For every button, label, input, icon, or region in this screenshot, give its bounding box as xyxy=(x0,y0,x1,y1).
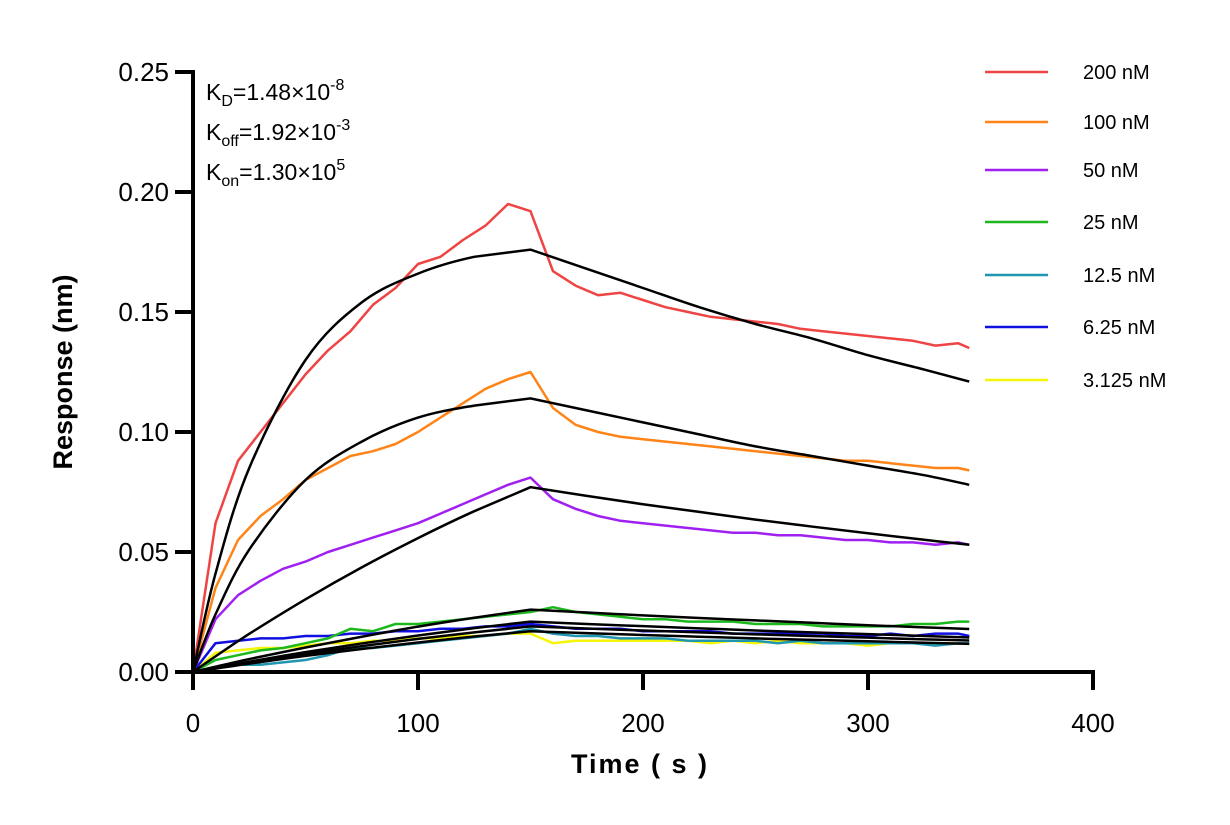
axes: 0.00 0.05 0.10 0.15 0.20 0.25 0 100 200 300 400 xyxy=(118,57,1114,738)
legend-item: 100 nM xyxy=(985,112,1150,134)
y-tick-label: 0.20 xyxy=(118,177,169,207)
y-axis-title: Response (nm) xyxy=(48,274,78,469)
fit-curve-1 xyxy=(191,248,970,673)
y-tick-label: 0.15 xyxy=(118,297,169,327)
fit-curve-3 xyxy=(192,485,970,674)
legend-item: 25 nM xyxy=(985,212,1139,234)
x-tick-label: 300 xyxy=(846,708,889,738)
fit-curve-4 xyxy=(192,608,970,674)
x-axis-title: Time ( s ) xyxy=(571,749,709,779)
series-line-12-5-nM xyxy=(192,627,970,674)
legend-label: 100 nM xyxy=(1083,112,1150,134)
kd-annotation: KD=1.48×10-8 xyxy=(206,77,344,110)
legend-item: 3.125 nM xyxy=(985,370,1166,392)
series-line-50-nM xyxy=(191,476,970,673)
kon-annotation: Kon=1.30×105 xyxy=(206,157,345,190)
legend-label: 200 nM xyxy=(1083,62,1150,84)
legend-item: 12.5 nM xyxy=(985,265,1155,287)
fit-curve-2 xyxy=(191,397,970,673)
data-series xyxy=(191,202,970,674)
legend-item: 50 nM xyxy=(985,160,1139,182)
legend-label: 12.5 nM xyxy=(1083,265,1155,287)
x-tick-label: 200 xyxy=(621,708,664,738)
legend-label: 6.25 nM xyxy=(1083,317,1155,339)
y-tick-label: 0.00 xyxy=(118,657,169,687)
legend-label: 25 nM xyxy=(1083,212,1139,234)
kinetic-constants: KD=1.48×10-8 Koff=1.92×10-3 Kon=1.30×105 xyxy=(206,77,350,190)
legend: 200 nM 100 nM 50 nM 25 nM 12.5 nM 6.25 nM 3.12… xyxy=(985,62,1166,392)
legend-item: 6.25 nM xyxy=(985,317,1155,339)
legend-item: 200 nM xyxy=(985,62,1150,84)
legend-label: 50 nM xyxy=(1083,160,1139,182)
fit-curve-7 xyxy=(192,629,970,674)
y-tick-label: 0.10 xyxy=(118,417,169,447)
x-tick-label: 0 xyxy=(186,708,200,738)
fit-curves xyxy=(191,248,970,674)
series-line-100-nM xyxy=(191,370,970,673)
x-tick-label: 400 xyxy=(1071,708,1114,738)
x-tick-label: 100 xyxy=(396,708,439,738)
y-tick-label: 0.05 xyxy=(118,537,169,567)
legend-label: 3.125 nM xyxy=(1083,370,1166,392)
koff-annotation: Koff=1.92×10-3 xyxy=(206,117,350,150)
series-line-200-nM xyxy=(191,202,970,673)
y-tick-label: 0.25 xyxy=(118,57,169,87)
